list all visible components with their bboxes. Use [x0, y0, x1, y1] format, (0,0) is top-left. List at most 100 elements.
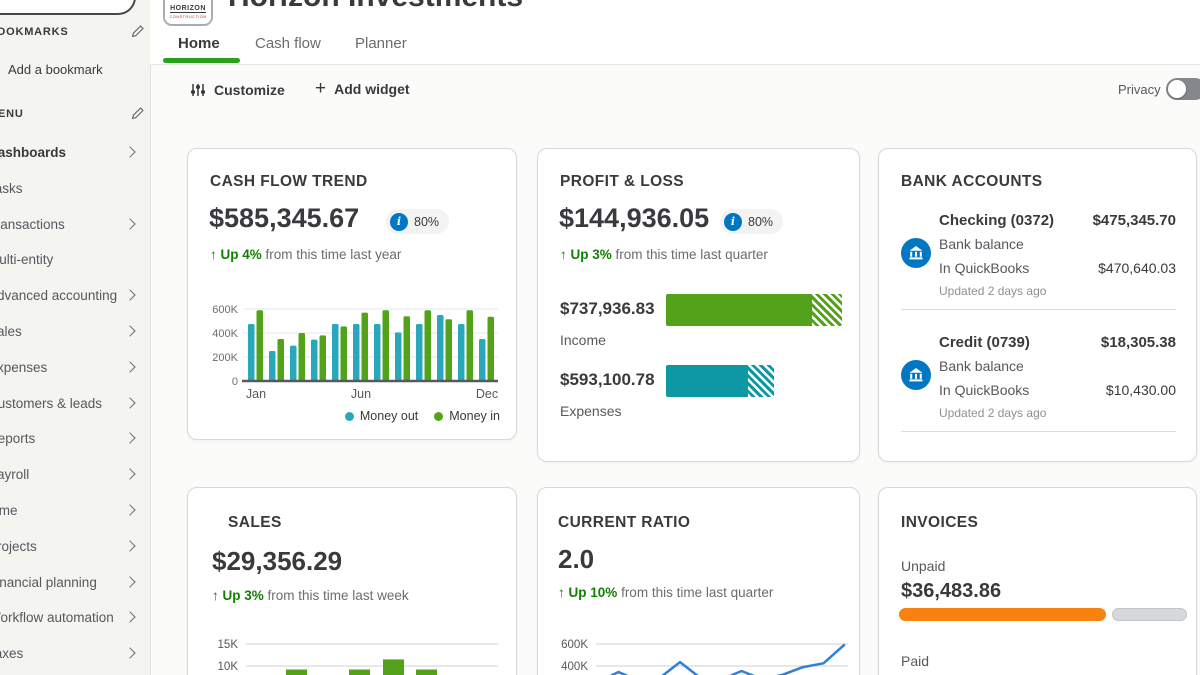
unpaid-label: Unpaid — [901, 558, 946, 574]
bookmarks-header: BOOKMARKS — [0, 26, 69, 38]
widget-profit-loss: PROFIT & LOSS $144,936.05 i 80% ↑ Up 3% … — [537, 148, 860, 462]
tab-cash-flow[interactable]: Cash flow — [255, 35, 321, 52]
widget-cash-flow-trend: CASH FLOW TREND $585,345.67 i 80% ↑ Up 4… — [187, 148, 517, 440]
sidebar-item-label: Payroll — [0, 466, 30, 482]
svg-text:400K: 400K — [212, 328, 238, 340]
income-amount: $737,936.83 — [560, 299, 655, 318]
sidebar-item-sales[interactable]: Sales — [0, 321, 140, 341]
sidebar-item-label: Financial planning — [0, 574, 97, 590]
sidebar-item-workflow-automation[interactable]: Workflow automation — [0, 607, 140, 627]
sidebar-item-label: Expenses — [0, 359, 48, 375]
svg-text:600K: 600K — [561, 639, 588, 651]
sidebar-item-label: Reports — [0, 430, 36, 446]
in-quickbooks-label: In QuickBooks — [939, 260, 1030, 276]
in-quickbooks-value: $470,640.03 — [1098, 260, 1176, 276]
svg-text:Jan: Jan — [246, 387, 266, 401]
bank-icon — [901, 360, 931, 390]
bank-balance-value: $18,305.38 — [1100, 334, 1176, 351]
current-ratio-value: 2.0 — [558, 544, 595, 574]
income-label: Income — [560, 332, 606, 348]
widget-title: CASH FLOW TREND — [210, 173, 368, 190]
svg-text:Jun: Jun — [351, 387, 371, 401]
current-ratio-line-chart: 600K 400K — [546, 628, 858, 675]
sidebar-item-expenses[interactable]: Expenses — [0, 357, 140, 377]
profit-loss-amount: $144,936.05 — [559, 203, 710, 233]
confidence-badge[interactable]: i 80% — [386, 209, 450, 234]
sidebar-item-advanced-accounting[interactable]: Advanced accounting — [0, 285, 140, 305]
sidebar-item-label: Dashboards — [0, 144, 67, 160]
svg-text:400K: 400K — [561, 661, 588, 673]
privacy-toggle[interactable] — [1166, 78, 1200, 100]
trend-pct: Up 4% — [220, 247, 262, 262]
svg-text:200K: 200K — [212, 352, 238, 364]
sidebar-item-label: Time — [0, 502, 18, 518]
customize-button[interactable]: Customize — [190, 82, 285, 98]
tab-home[interactable]: Home — [178, 35, 220, 52]
widget-title: PROFIT & LOSS — [560, 173, 685, 190]
chart-legend: Money out Money in — [188, 409, 500, 423]
sidebar-item-transactions[interactable]: Transactions — [0, 214, 140, 234]
info-icon[interactable]: i — [390, 212, 408, 231]
up-arrow-icon: ↑ — [560, 247, 571, 262]
tab-planner[interactable]: Planner — [355, 35, 407, 52]
account-name[interactable]: Checking (0372) — [939, 212, 1055, 229]
sidebar-item-reports[interactable]: Reports — [0, 428, 140, 448]
trend-pct: Up 3% — [222, 588, 264, 603]
sidebar-item-taxes[interactable]: Taxes — [0, 643, 140, 663]
sidebar-item-financial-planning[interactable]: Financial planning — [0, 572, 140, 592]
add-widget-button[interactable]: + Add widget — [315, 78, 410, 99]
expenses-bar-solid — [666, 365, 748, 397]
trend-line: ↑ Up 3% from this time last week — [212, 588, 409, 603]
svg-text:Dec: Dec — [476, 387, 498, 401]
sidebar-item-multi-entity[interactable]: Multi-entity — [0, 249, 140, 269]
svg-text:10K: 10K — [218, 661, 239, 673]
chevron-right-icon — [124, 146, 136, 158]
up-arrow-icon: ↑ — [210, 247, 221, 262]
trend-text: from this time last quarter — [615, 247, 768, 262]
chevron-right-icon — [124, 432, 136, 444]
widget-title: CURRENT RATIO — [558, 514, 691, 531]
in-quickbooks-value: $10,430.00 — [1105, 382, 1176, 398]
updated-text: Updated 2 days ago — [939, 284, 1047, 298]
left-sidebar: BOOKMARKS Add a bookmark MENU Dashboards… — [0, 0, 151, 675]
sidebar-item-customers-leads[interactable]: Customers & leads — [0, 393, 140, 413]
menu-header: MENU — [0, 108, 24, 120]
chevron-right-icon — [124, 289, 136, 301]
bank-icon — [901, 238, 931, 268]
sidebar-item-label: Customers & leads — [0, 395, 103, 411]
sidebar-item-label: Projects — [0, 538, 37, 554]
account-name[interactable]: Credit (0739) — [939, 334, 1030, 351]
chevron-right-icon — [124, 611, 136, 623]
sidebar-item-label: Sales — [0, 323, 22, 339]
money-out-dot — [344, 412, 354, 421]
paid-label: Paid — [901, 653, 930, 669]
updated-text: Updated 2 days ago — [939, 406, 1047, 420]
sidebar-item-label: Transactions — [0, 216, 65, 232]
chevron-right-icon — [124, 647, 136, 659]
edit-bookmarks-icon[interactable] — [130, 24, 145, 39]
chevron-right-icon — [124, 468, 136, 480]
confidence-badge[interactable]: i 80% — [720, 209, 784, 234]
bank-balance-value: $475,345.70 — [1092, 212, 1176, 229]
global-search-box[interactable] — [0, 0, 136, 15]
sales-amount: $29,356.29 — [212, 546, 343, 576]
legend-money-out: Money out — [344, 409, 418, 423]
add-bookmark-link[interactable]: Add a bookmark — [8, 62, 103, 77]
sidebar-item-projects[interactable]: Projects — [0, 536, 140, 556]
sidebar-item-time[interactable]: Time — [0, 500, 140, 520]
info-icon[interactable]: i — [724, 212, 742, 231]
sidebar-item-payroll[interactable]: Payroll — [0, 464, 140, 484]
edit-menu-icon[interactable] — [130, 106, 145, 121]
page-title: Horizon Investments — [228, 0, 523, 14]
bank-balance-label: Bank balance — [939, 358, 1024, 374]
expenses-amount: $593,100.78 — [560, 370, 655, 389]
sidebar-item-label: Multi-entity — [0, 251, 54, 267]
svg-text:600K: 600K — [212, 304, 238, 316]
trend-line: ↑ Up 3% from this time last quarter — [560, 247, 768, 262]
plus-icon: + — [315, 78, 327, 99]
sidebar-item-label: Tasks — [0, 180, 23, 196]
sidebar-item-tasks[interactable]: Tasks — [0, 178, 140, 198]
widget-invoices: INVOICES Unpaid $36,483.86 Paid — [878, 487, 1197, 675]
sidebar-item-dashboards[interactable]: Dashboards — [0, 142, 140, 162]
